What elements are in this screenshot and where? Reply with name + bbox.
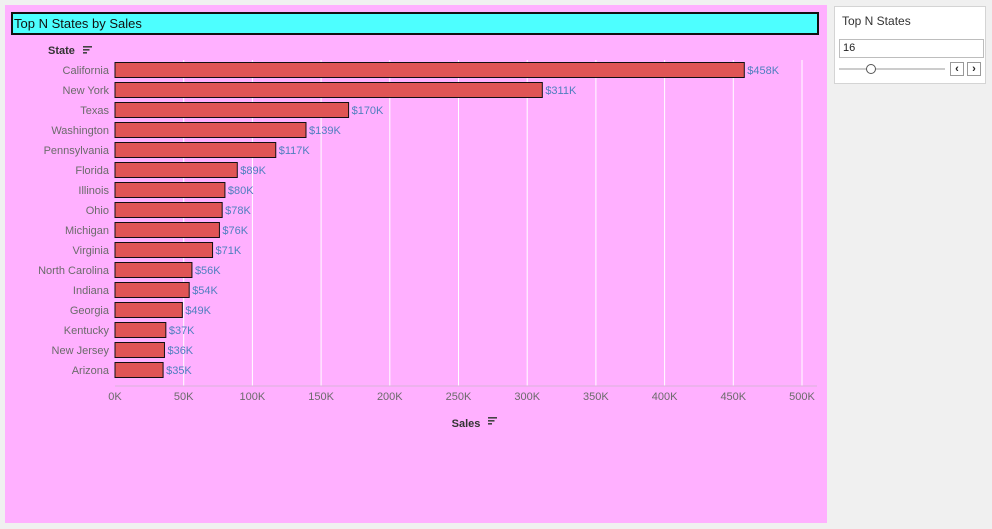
- bar: [115, 183, 225, 198]
- y-axis-title: State: [48, 45, 75, 57]
- category-label: New Jersey: [52, 345, 110, 357]
- decrement-button[interactable]: ‹: [950, 62, 964, 76]
- data-label: $56K: [195, 265, 221, 277]
- x-tick-label: 100K: [240, 391, 266, 403]
- data-label: $49K: [185, 305, 211, 317]
- data-label: $80K: [228, 185, 254, 197]
- dashboard-canvas: Top N States by Sales 0K 50K 100K 150K 200K 2…: [5, 5, 827, 523]
- category-label: Texas: [80, 105, 109, 117]
- x-tick-label: 150K: [308, 391, 334, 403]
- data-label: $117K: [279, 145, 311, 157]
- x-tick-label: 250K: [446, 391, 472, 403]
- data-label: $458K: [747, 65, 779, 77]
- top-n-slider-thumb[interactable]: [866, 64, 876, 74]
- sort-icon: [83, 49, 90, 51]
- category-label: Virginia: [73, 245, 110, 257]
- x-tick-label: 50K: [174, 391, 194, 403]
- category-label: Pennsylvania: [44, 145, 110, 157]
- data-label: $139K: [309, 125, 341, 137]
- filter-title: Top N States: [842, 14, 911, 28]
- category-label: Ohio: [86, 205, 109, 217]
- bar: [115, 143, 276, 158]
- bar: [115, 283, 189, 298]
- category-label: Georgia: [70, 305, 110, 317]
- category-label: Washington: [51, 125, 109, 137]
- sales-bar-chart: 0K 50K 100K 150K 200K 250K 300K 350K 400K 450K 500…: [5, 5, 827, 523]
- bar: [115, 303, 182, 318]
- x-tick-label: 300K: [514, 391, 540, 403]
- top-n-filter-panel: Top N States 16 ‹ ›: [834, 6, 986, 84]
- sort-icon: [488, 423, 492, 425]
- bar: [115, 163, 237, 178]
- data-label: $170K: [352, 105, 384, 117]
- category-label: North Carolina: [38, 265, 110, 277]
- category-label: Kentucky: [64, 325, 110, 337]
- data-label: $37K: [169, 325, 195, 337]
- increment-button[interactable]: ›: [967, 62, 981, 76]
- x-tick-label: 450K: [720, 391, 746, 403]
- data-label: $36K: [167, 345, 193, 357]
- data-label: $76K: [222, 225, 248, 237]
- x-tick-label: 200K: [377, 391, 403, 403]
- category-label: New York: [63, 85, 110, 97]
- category-label: Arizona: [72, 365, 110, 377]
- sort-icon: [83, 46, 92, 48]
- category-label: Illinois: [78, 185, 109, 197]
- top-n-input[interactable]: 16: [839, 39, 984, 58]
- x-tick-label: 0K: [108, 391, 122, 403]
- x-axis-title: Sales: [452, 418, 481, 430]
- x-tick-label: 500K: [789, 391, 815, 403]
- bar: [115, 83, 542, 98]
- category-label: Florida: [75, 165, 110, 177]
- bar: [115, 123, 306, 138]
- data-label: $71K: [216, 245, 242, 257]
- bar: [115, 103, 349, 118]
- bar: [115, 323, 166, 338]
- top-n-slider-track[interactable]: [839, 68, 945, 70]
- bar: [115, 243, 213, 258]
- data-label: $311K: [545, 85, 577, 97]
- sort-icon: [83, 52, 87, 54]
- bar: [115, 363, 163, 378]
- category-label: California: [63, 65, 110, 77]
- data-label: $54K: [192, 285, 218, 297]
- data-label: $78K: [225, 205, 251, 217]
- x-tick-label: 350K: [583, 391, 609, 403]
- category-label: Michigan: [65, 225, 109, 237]
- category-label: Indiana: [73, 285, 110, 297]
- bar: [115, 263, 192, 278]
- x-tick-label: 400K: [652, 391, 678, 403]
- data-label: $35K: [166, 365, 192, 377]
- sort-icon: [488, 417, 497, 419]
- bar: [115, 223, 219, 238]
- data-label: $89K: [240, 165, 266, 177]
- bar: [115, 203, 222, 218]
- bar: [115, 343, 164, 358]
- sort-icon: [488, 420, 495, 422]
- bar: [115, 63, 744, 78]
